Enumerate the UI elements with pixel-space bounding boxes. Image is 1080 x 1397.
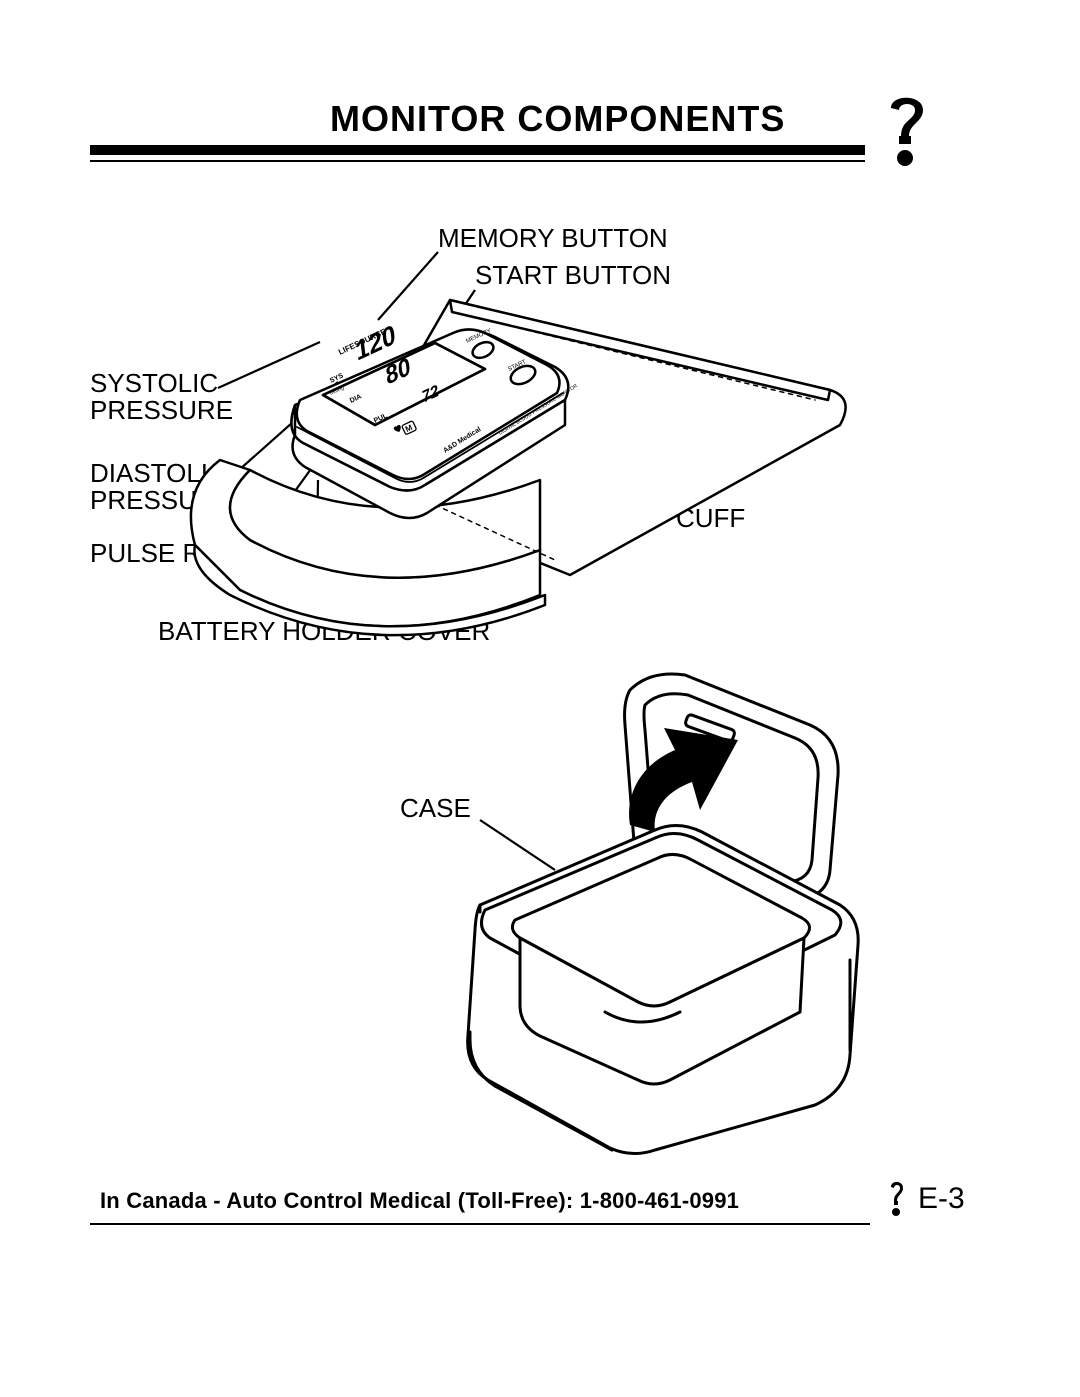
label-memory-button: MEMORY BUTTON: [438, 225, 668, 252]
page-number: E-3: [918, 1182, 965, 1216]
footer-rule: [90, 1223, 870, 1225]
footer-text: In Canada - Auto Control Medical (Toll-F…: [100, 1188, 739, 1214]
device-illustration: 120 80 72 LIFESOURCE SYS DIA PU: [100, 260, 900, 680]
question-icon-small: [885, 1178, 909, 1218]
manual-page: MONITOR COMPONENTS MEMORY BUTTON START B…: [0, 0, 1080, 1397]
case-illustration: [440, 660, 900, 1160]
